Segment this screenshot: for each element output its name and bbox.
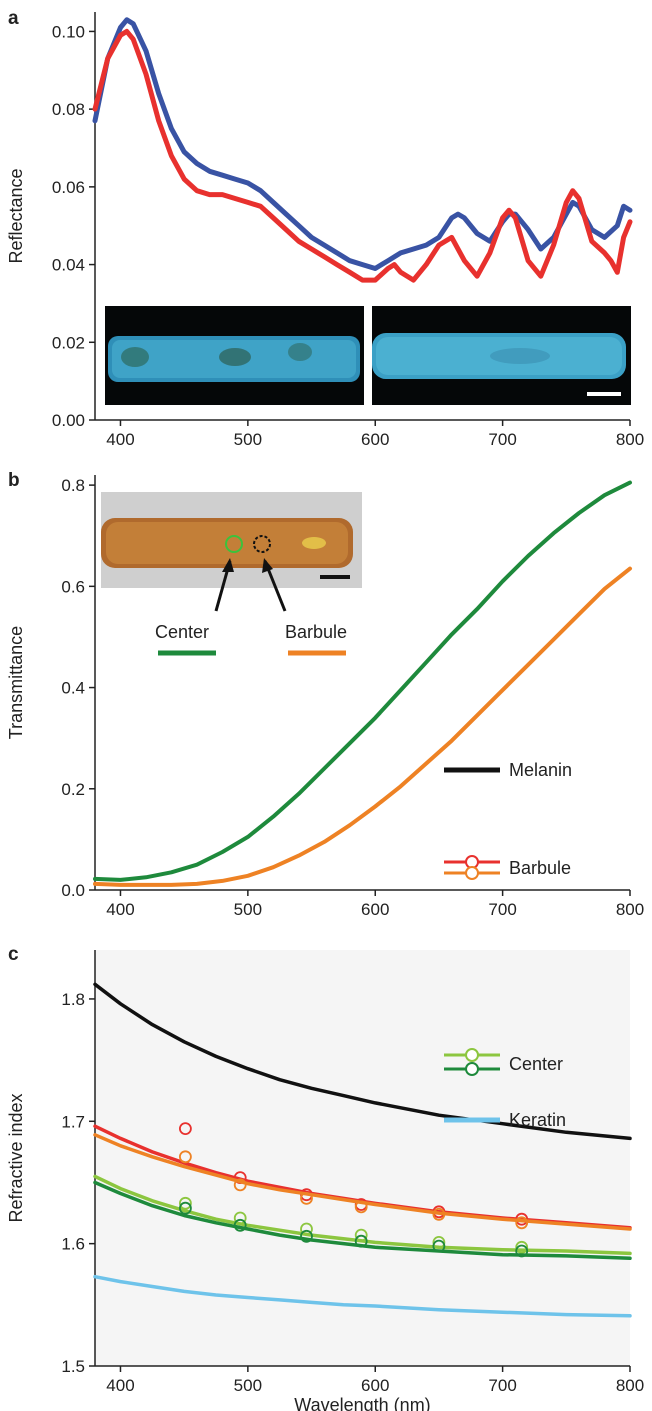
x-tick-label: 700 (488, 1376, 516, 1395)
refractive-index-series-4-point (178, 1201, 192, 1215)
transmittance-series-1-line (93, 566, 632, 887)
refractive-index-series-4-point (354, 1234, 368, 1248)
x-tick-label: 600 (361, 1376, 389, 1395)
y-tick-label: 0.0 (61, 881, 85, 900)
y-tick-label: 0.4 (61, 679, 85, 698)
refractive-index-series-3-point (233, 1211, 247, 1225)
refractive-index-series-4-point (432, 1239, 446, 1253)
refractive-index-series-3-point (178, 1196, 192, 1210)
refractive-index-series-2-line (93, 1133, 632, 1231)
legend-label-center-c: Center (509, 1054, 563, 1074)
y-axis-label: Refractive index (6, 1093, 26, 1222)
transmittance-panel: 0.0 0.2 0.4 0.6 0.8 400 500 600 700 800 Transmitta… (6, 475, 644, 919)
y-tick-label: 1.7 (61, 1112, 85, 1131)
x-tick-label: 500 (234, 1376, 262, 1395)
legend-label-melanin: Melanin (509, 760, 572, 780)
x-tick-label: 400 (106, 1376, 134, 1395)
refractive-index-series-3-point (354, 1228, 368, 1242)
y-axis-label: Reflectance (6, 168, 26, 263)
y-tick-label: 1.8 (61, 990, 85, 1009)
reflectance-series-1-line (92, 28, 633, 283)
y-tick-label: 0.02 (52, 333, 85, 352)
scale-bar-black (320, 575, 350, 579)
y-tick-label: 0.2 (61, 780, 85, 799)
x-tick-label: 400 (106, 900, 134, 919)
transmittance-series-0-line (93, 480, 632, 882)
legend-label-center-b: Center (155, 622, 209, 642)
x-tick-label: 600 (361, 430, 389, 449)
x-tick-label: 500 (234, 430, 262, 449)
refractive-index-series-2-point (515, 1216, 529, 1230)
x-tick-label: 400 (106, 430, 134, 449)
legend-label-barbule-c: Barbule (509, 858, 571, 878)
panel-label-c: c (8, 944, 19, 965)
y-tick-label: 0.08 (52, 100, 85, 119)
refractive-index-series-2-point (300, 1192, 313, 1205)
x-tick-label: 700 (488, 900, 516, 919)
refractive-index-panel: 1.5 1.6 1.7 1.8 400 500 600 700 800 Refractive in… (6, 950, 644, 1411)
panel-label-b: b (8, 470, 20, 491)
refractive-index-series-4-point (233, 1218, 247, 1232)
x-tick-label: 800 (616, 1376, 644, 1395)
x-tick-label: 800 (616, 430, 644, 449)
reflectance-micrograph-inset (105, 306, 631, 405)
y-tick-label: 0.6 (61, 577, 85, 596)
refractive-index-series-4-point (300, 1229, 313, 1243)
refractive-index-series-2-point (432, 1207, 446, 1221)
y-tick-label: 1.6 (61, 1235, 85, 1254)
barbule-region-circle (253, 535, 271, 553)
y-tick-label: 1.5 (61, 1357, 85, 1376)
transmittance-micrograph-inset: Center Barbule (101, 492, 362, 656)
refractive-index-series-3-point (432, 1236, 446, 1249)
x-tick-label: 500 (234, 900, 262, 919)
y-axis-label: Transmittance (6, 626, 26, 739)
y-tick-label: 0.06 (52, 178, 85, 197)
refractive-index-series-2-point (178, 1150, 192, 1164)
scale-bar-white (587, 392, 621, 396)
y-tick-label: 0.00 (52, 411, 85, 430)
x-tick-label: 600 (361, 900, 389, 919)
refractive-index-series-3-line (93, 1174, 632, 1256)
center-region-circle (225, 535, 243, 553)
y-tick-label: 0.04 (52, 256, 85, 275)
refractive-index-series-1-point (178, 1122, 192, 1135)
refractive-index-series-2-point (233, 1178, 247, 1192)
refractive-index-series-4-point (515, 1244, 529, 1258)
refractive-index-series-4-line (93, 1180, 632, 1261)
legend-label-barbule-b: Barbule (285, 622, 347, 642)
x-tick-label: 700 (488, 430, 516, 449)
refractive-index-series-2-point (354, 1200, 368, 1214)
x-tick-label: 800 (616, 900, 644, 919)
plot-area (95, 950, 630, 1366)
refractive-index-series-3-point (515, 1240, 529, 1254)
refractive-index-series-3-point (300, 1222, 313, 1236)
reflectance-panel: 0.00 0.02 0.04 0.06 0.08 0.10 400 500 600 700 800 R… (6, 12, 644, 449)
panel-label-a: a (8, 8, 19, 29)
refractive-index-series-5-line (93, 1274, 632, 1318)
y-tick-label: 0.10 (52, 22, 85, 41)
legend-label-keratin: Keratin (509, 1110, 566, 1130)
x-axis-label: Wavelength (nm) (294, 1395, 430, 1411)
refractive-index-legend: Melanin Barbule Center Keratin (444, 760, 572, 1130)
y-tick-label: 0.8 (61, 476, 85, 495)
